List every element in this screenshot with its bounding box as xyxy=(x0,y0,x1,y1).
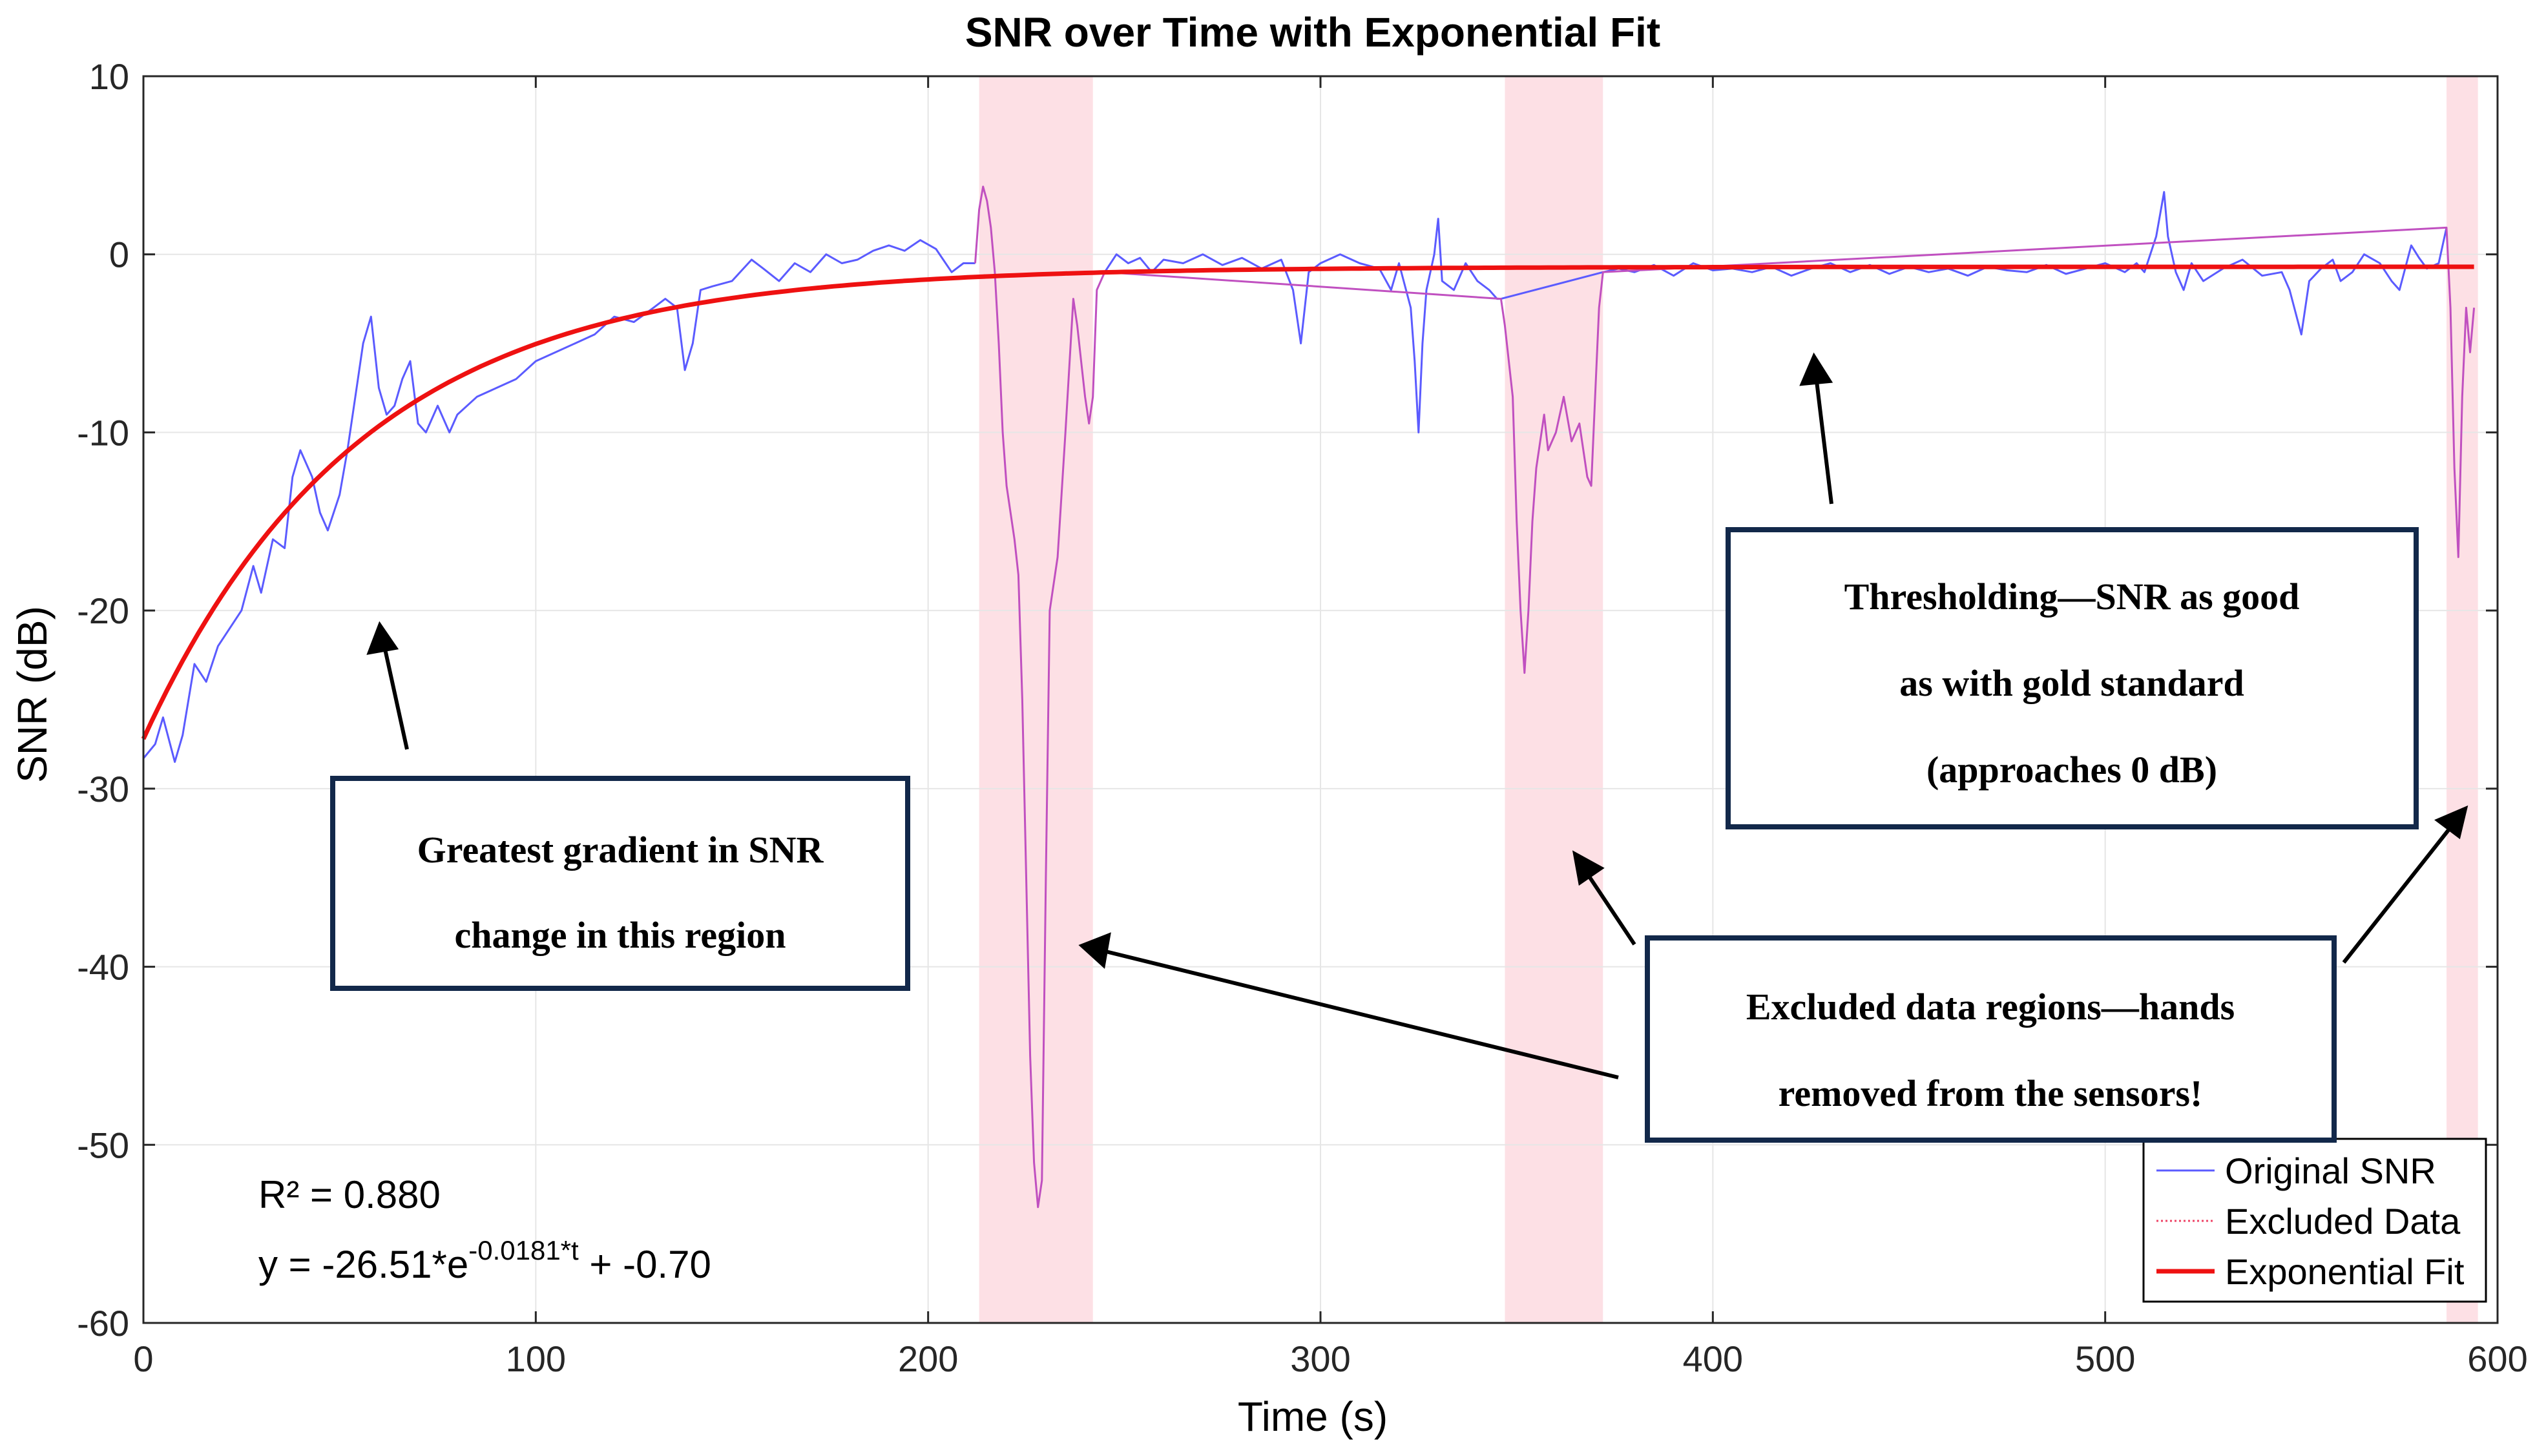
arrow-threshold-head xyxy=(1799,352,1833,386)
legend-label-excluded: Excluded Data xyxy=(2225,1201,2461,1242)
y-tick-label--30: -30 xyxy=(77,769,129,809)
arrows xyxy=(366,352,2468,1079)
chart-title: SNR over Time with Exponential Fit xyxy=(965,9,1660,56)
legend: Original SNR Excluded Data Exponential F… xyxy=(2142,1138,2487,1303)
arrow-excluded-2 xyxy=(1586,873,1636,946)
arrow-excluded-2-head xyxy=(1572,850,1605,886)
annotation-box-gradient: Greatest gradient in SNR change in this … xyxy=(330,776,910,991)
annotations: Greatest gradient in SNR change in this … xyxy=(330,352,2468,1143)
annotation-threshold-line3: (approaches 0 dB) xyxy=(1926,749,2217,791)
annotation-threshold-line2: as with gold standard xyxy=(1899,662,2244,704)
x-tick-label-500: 500 xyxy=(2075,1338,2135,1379)
series-original-snr xyxy=(142,239,976,763)
y-tick-label--10: -10 xyxy=(77,412,129,453)
arrow-gradient xyxy=(383,649,409,750)
arrow-excluded-1-head xyxy=(1078,932,1111,969)
stats-text: R² = 0.880 y = -26.51*e-0.0181*t + -0.70 xyxy=(258,1173,711,1286)
x-tick-label-600: 600 xyxy=(2467,1338,2527,1379)
series-original-snr-tail xyxy=(1103,191,2448,433)
fit-equation-exponent: -0.0181*t xyxy=(468,1235,579,1265)
y-axis-label: SNR (dB) xyxy=(9,606,56,783)
y-tick-label-10: 10 xyxy=(89,56,129,97)
y-tick-label--40: -40 xyxy=(77,947,129,988)
annotation-threshold-line1: Thresholding—SNR as good xyxy=(1844,576,2300,618)
x-tick-label-200: 200 xyxy=(898,1338,958,1379)
y-tick-label-0: 0 xyxy=(109,234,129,275)
r2-label: R² = 0.880 xyxy=(258,1173,441,1216)
y-tick-label--50: -50 xyxy=(77,1125,129,1165)
arrow-excluded-3 xyxy=(2342,829,2450,964)
y-tick-label--60: -60 xyxy=(77,1303,129,1344)
annotation-box-excluded: Excluded data regions—hands removed from… xyxy=(1645,935,2337,1143)
arrow-gradient-head xyxy=(366,621,399,655)
annotation-box-threshold: Thresholding—SNR as good as with gold st… xyxy=(1726,527,2419,829)
arrow-excluded-1 xyxy=(1105,950,1619,1079)
annotation-gradient-line1: Greatest gradient in SNR xyxy=(417,829,824,871)
x-tick-label-100: 100 xyxy=(506,1338,566,1379)
annotation-excluded-line2: removed from the sensors! xyxy=(1779,1072,2203,1114)
x-tick-label-0: 0 xyxy=(133,1338,153,1379)
legend-label-fit: Exponential Fit xyxy=(2225,1251,2465,1292)
annotation-gradient-line2: change in this region xyxy=(455,914,786,956)
arrow-excluded-3-head xyxy=(2434,805,2468,840)
x-axis-label: Time (s) xyxy=(1238,1393,1388,1440)
y-tick-label--20: -20 xyxy=(77,590,129,631)
arrow-threshold xyxy=(1815,380,1833,504)
excluded-region-1 xyxy=(1505,76,1603,1323)
x-tick-label-400: 400 xyxy=(1683,1338,1743,1379)
annotation-excluded-line1: Excluded data regions—hands xyxy=(1746,986,2235,1028)
x-tick-label-300: 300 xyxy=(1290,1338,1350,1379)
excluded-region-0 xyxy=(979,76,1093,1323)
legend-label-original: Original SNR xyxy=(2225,1150,2436,1191)
series-exponential-fit xyxy=(141,264,2474,740)
excluded-region-2 xyxy=(2447,76,2478,1323)
legend-box xyxy=(2142,1138,2487,1303)
fit-equation: y = -26.51*e-0.0181*t + -0.70 xyxy=(258,1235,711,1286)
